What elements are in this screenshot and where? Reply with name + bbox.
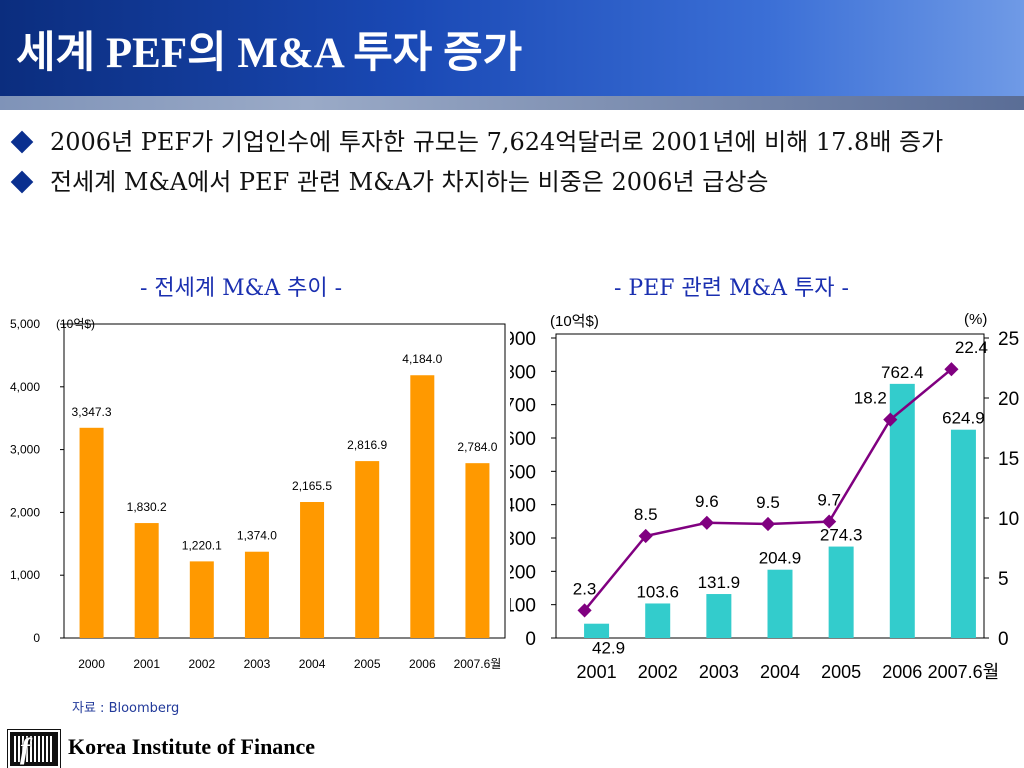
line-point <box>883 412 898 427</box>
bullet-text: 2006년 PEF가 기업인수에 투자한 규모는 7,624억달러로 2001년… <box>50 128 944 156</box>
bar-value-label: 1,220.1 <box>182 538 222 552</box>
bar <box>465 463 490 638</box>
x-tick-label: 2002 <box>638 662 678 682</box>
kif-logo: f <box>7 729 61 768</box>
bar-value-label: 204.9 <box>759 549 802 568</box>
y-tick-label: 5,000 <box>10 317 40 331</box>
x-tick-label: 2003 <box>699 662 739 682</box>
unit-label: (10억$) <box>56 317 95 331</box>
left-chart-title: - 전세계 M&A 추이 - <box>140 276 343 301</box>
bar <box>828 546 854 638</box>
bar-value-label: 274.3 <box>820 526 863 545</box>
x-tick-label: 2004 <box>760 662 800 682</box>
bar-value-label: 1,830.2 <box>127 500 167 514</box>
x-tick-label: 2007.6월 <box>928 662 1000 682</box>
x-tick-label: 2006 <box>882 662 922 682</box>
unit-label-left: (10억$) <box>550 313 599 330</box>
bar <box>767 569 793 638</box>
x-tick-label: 2000 <box>78 657 105 671</box>
bar-value-label: 3,347.3 <box>72 405 112 419</box>
footer-org-name: Korea Institute of Finance <box>68 734 316 759</box>
bar <box>950 429 976 638</box>
world-ma-chart: (10억$) 0 1,000 2,000 3,000 4,000 5,000 3,347.3 2… <box>10 317 506 671</box>
diamond-bullet-icon <box>10 170 34 194</box>
diamond-bullet-icon <box>10 130 34 154</box>
y-tick-label: 2,000 <box>10 505 40 519</box>
bar <box>410 375 435 638</box>
x-tick-label: 2004 <box>299 657 326 671</box>
source-note: 자료 : Bloomberg <box>72 701 180 716</box>
x-tick-label: 2005 <box>354 657 381 671</box>
line-value-label: 9.6 <box>695 492 719 511</box>
page-title: 세계 PEF의 M&A 투자 증가 <box>16 30 523 77</box>
y-left-tick-label: 800 <box>510 362 536 383</box>
bar-value-label: 42.9 <box>592 639 625 658</box>
line-value-label: 9.5 <box>756 493 780 512</box>
bar <box>300 502 325 638</box>
line-value-label: 18.2 <box>854 389 887 408</box>
y-right-tick-label: 10 <box>998 509 1019 530</box>
bar <box>706 594 732 638</box>
y-left-tick-label: 900 <box>510 329 536 350</box>
x-tick-label: 2001 <box>133 657 160 671</box>
y-left-tick-label: 300 <box>510 529 536 550</box>
y-left-tick-label: 700 <box>510 396 536 417</box>
y-tick-label: 0 <box>33 631 40 645</box>
bar <box>889 383 915 638</box>
bar <box>645 603 671 638</box>
bullet-text: 전세계 M&A에서 PEF 관련 M&A가 차지하는 비중은 2006년 급상승 <box>50 168 769 196</box>
y-left-tick-label: 500 <box>510 462 536 483</box>
y-right-tick-label: 20 <box>998 389 1019 410</box>
bar-value-label: 624.9 <box>942 409 985 428</box>
x-tick-label: 2006 <box>409 657 436 671</box>
bar-value-label: 103.6 <box>636 582 679 601</box>
bar <box>79 427 104 638</box>
bar-value-label: 2,784.0 <box>457 440 497 454</box>
x-tick-label: 2007.6월 <box>454 657 502 671</box>
bullet-item: 2006년 PEF가 기업인수에 투자한 규모는 7,624억달러로 2001년… <box>10 122 1010 162</box>
line-value-label: 2.3 <box>573 579 597 598</box>
bar-value-label: 131.9 <box>698 573 741 592</box>
bar-value-label: 4,184.0 <box>402 352 442 366</box>
y-left-tick-label: 200 <box>510 562 536 583</box>
x-tick-label: 2003 <box>244 657 271 671</box>
bar <box>189 561 214 638</box>
x-tick-label: 2005 <box>821 662 861 682</box>
y-left-tick-label: 600 <box>510 429 536 450</box>
y-tick-label: 1,000 <box>10 568 40 582</box>
line-value-label: 8.5 <box>634 505 658 524</box>
line-point <box>760 516 776 532</box>
line-point <box>638 528 653 544</box>
bar-value-label: 1,374.0 <box>237 529 277 543</box>
y-right-tick-label: 25 <box>998 329 1019 350</box>
y-left-tick-label: 100 <box>510 596 536 617</box>
right-chart-title: - PEF 관련 M&A 투자 - <box>614 276 849 301</box>
footer: f Korea Institute of Finance <box>7 728 408 768</box>
y-tick-label: 3,000 <box>10 443 40 457</box>
y-right-tick-label: 5 <box>998 569 1009 590</box>
title-divider <box>0 96 1024 110</box>
bar <box>355 461 380 638</box>
bullet-list: 2006년 PEF가 기업인수에 투자한 규모는 7,624억달러로 2001년… <box>10 122 1010 202</box>
bar-value-label: 2,165.5 <box>292 479 332 493</box>
plot-frame <box>63 323 506 639</box>
unit-label-right: (%) <box>964 311 987 328</box>
bar-value-label: 762.4 <box>881 363 924 382</box>
y-right-tick-label: 15 <box>998 449 1019 470</box>
line-value-label: 22.4 <box>955 338 988 357</box>
y-tick-label: 4,000 <box>10 380 40 394</box>
bar <box>244 551 269 638</box>
y-right-tick-label: 0 <box>998 629 1009 650</box>
y-left-tick-label: 400 <box>510 496 536 517</box>
line-value-label: 9.7 <box>817 491 841 510</box>
x-tick-label: 2001 <box>577 662 617 682</box>
x-tick-label: 2002 <box>188 657 215 671</box>
y-left-tick-label: 0 <box>525 629 536 650</box>
title-bar <box>0 0 1024 96</box>
bar <box>134 523 159 638</box>
pef-ma-chart: (10억$) (%) 0 100 200 300 400 500 600 700 800 900 0 5 1… <box>510 311 1019 682</box>
bullet-item: 전세계 M&A에서 PEF 관련 M&A가 차지하는 비중은 2006년 급상승 <box>10 162 1010 202</box>
bar-value-label: 2,816.9 <box>347 438 387 452</box>
bar <box>584 623 610 638</box>
